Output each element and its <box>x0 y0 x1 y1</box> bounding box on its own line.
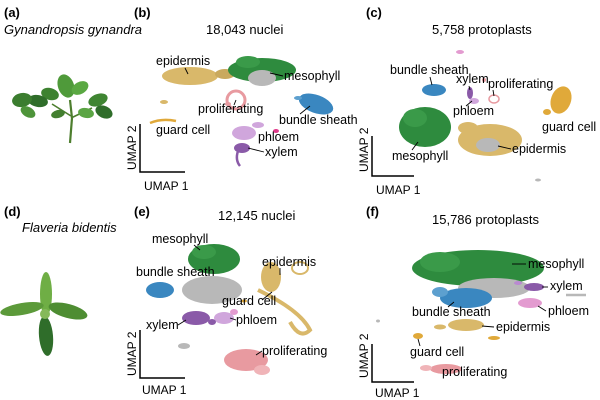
panel-c-axes: UMAP 1 UMAP 2 <box>357 127 421 197</box>
panel-f-label-epidermis: epidermis <box>496 320 550 334</box>
panel-f-title: 15,786 protoplasts <box>432 212 539 227</box>
panel-e-label-phloem: phloem <box>236 313 277 327</box>
panel-b-label-xylem: xylem <box>265 145 298 159</box>
panel-b-cluster-proliferating <box>225 89 247 111</box>
panel-c-labels: bundle sheath xylem proliferating phloem… <box>390 63 596 163</box>
panel-c-label-guard-cell: guard cell <box>542 120 596 134</box>
panel-f-label-mesophyll: mesophyll <box>528 257 584 271</box>
panel-c-cluster-mesophyll <box>399 107 451 147</box>
panel-f-label-guard-cell: guard cell <box>410 345 464 359</box>
panel-e-title: 12,145 nuclei <box>218 208 295 223</box>
panel-f-cluster-epidermis <box>434 319 484 331</box>
panel-e-cluster-guard-cell <box>241 299 247 303</box>
panel-f-axis-umap2: UMAP 2 <box>357 333 371 378</box>
panel-b-cluster-xylem <box>234 129 279 167</box>
panel-e-label-mesophyll: mesophyll <box>152 232 208 246</box>
panel-a-letter: (a) <box>4 5 20 20</box>
panel-c-label-proliferating: proliferating <box>488 77 553 91</box>
panel-c-label-mesophyll: mesophyll <box>392 149 448 163</box>
panel-c-label-xylem: xylem <box>456 72 489 86</box>
panel-f-label-phloem: phloem <box>548 304 589 318</box>
panel-e-label-guard-cell: guard cell <box>222 294 276 308</box>
panel-e-label-proliferating: proliferating <box>262 344 327 358</box>
panel-e-axis-umap2: UMAP 2 <box>125 331 139 376</box>
panel-b-label-bundle-sheath: bundle sheath <box>279 113 358 127</box>
panel-c-cluster-xylem <box>456 50 473 99</box>
panel-b-title: 18,043 nuclei <box>206 22 283 37</box>
panel-f-cluster-phloem <box>518 298 542 308</box>
panel-e-axis-umap1: UMAP 1 <box>142 383 187 397</box>
panel-b-label-epidermis: epidermis <box>156 54 210 68</box>
panel-b-umap <box>149 56 334 167</box>
panel-c-cluster-guard-cell <box>543 86 572 115</box>
panel-e-cluster-unassigned <box>182 276 242 304</box>
panel-b-label-proliferating: proliferating <box>198 102 263 116</box>
panel-e-axes: UMAP 1 UMAP 2 <box>125 330 187 397</box>
panel-f-cluster-xylem <box>514 281 544 291</box>
panel-e-letter: (e) <box>134 204 150 219</box>
panel-e-label-bundle-sheath: bundle sheath <box>136 265 215 279</box>
panel-f-label-proliferating: proliferating <box>442 365 507 379</box>
panel-c-cluster-bundle-sheath <box>422 84 446 96</box>
panel-f-cluster-mesophyll <box>412 250 544 286</box>
panel-c-axis-umap1: UMAP 1 <box>376 183 421 197</box>
panel-f-label-xylem: xylem <box>550 279 583 293</box>
panel-f-letter: (f) <box>366 204 379 219</box>
panel-c-label-phloem: phloem <box>453 104 494 118</box>
panel-d-species: Flaveria bidentis <box>22 220 117 235</box>
panel-b-axes: UMAP 1 UMAP 2 <box>125 124 189 193</box>
panel-b-cluster-unassigned <box>248 70 276 86</box>
panel-c-cluster-phloem <box>469 98 479 104</box>
panel-e-labels: mesophyll epidermis bundle sheath guard … <box>136 232 327 358</box>
panel-f-labels: mesophyll xylem phloem bundle sheath epi… <box>410 257 589 379</box>
panel-f-cluster-guard-cell <box>413 333 500 340</box>
panel-c-cluster-unassigned <box>476 138 500 152</box>
panel-b-label-mesophyll: mesophyll <box>284 69 340 83</box>
panel-b-cluster-epidermis <box>160 67 235 104</box>
panel-d-letter: (d) <box>4 204 21 219</box>
flaveria-leaf-photo <box>0 272 88 356</box>
panel-e-umap <box>146 244 313 375</box>
panel-c-label-epidermis: epidermis <box>512 142 566 156</box>
panel-a-species: Gynandropsis gynandra <box>4 22 142 37</box>
panel-c-axis-umap2: UMAP 2 <box>357 127 371 172</box>
gynandropsis-leaf-photo <box>12 74 113 144</box>
panel-b-cluster-phloem <box>232 122 264 140</box>
panel-b-label-guard-cell: guard cell <box>156 123 210 137</box>
panel-b-letter: (b) <box>134 5 151 20</box>
panel-e-cluster-xylem <box>182 311 216 325</box>
panel-b-labels: epidermis mesophyll proliferating bundle… <box>156 54 358 159</box>
panel-f-umap <box>376 250 586 374</box>
panel-e-cluster-bundle-sheath <box>146 282 174 298</box>
panel-f-cluster-proliferating <box>420 364 462 374</box>
panel-c-label-bundle-sheath: bundle sheath <box>390 63 469 77</box>
panel-b-label-phloem: phloem <box>258 130 299 144</box>
panel-c-letter: (c) <box>366 5 382 20</box>
panel-e-label-epidermis: epidermis <box>262 255 316 269</box>
panel-f-label-bundle-sheath: bundle sheath <box>412 305 491 319</box>
panel-b-cluster-guard-cell <box>149 118 177 125</box>
panel-f-axis-umap1: UMAP 1 <box>375 386 420 400</box>
panel-c-title: 5,758 protoplasts <box>432 22 532 37</box>
panel-e-cluster-epidermis <box>257 261 313 336</box>
panel-e-cluster-phloem <box>214 309 238 324</box>
panel-b-cluster-bundle-sheath <box>294 93 334 115</box>
panel-b-axis-umap2: UMAP 2 <box>125 125 139 170</box>
panel-e-label-xylem: xylem <box>146 318 179 332</box>
panel-f-axes: UMAP 1 UMAP 2 <box>357 333 420 400</box>
panel-b-axis-umap1: UMAP 1 <box>144 179 189 193</box>
